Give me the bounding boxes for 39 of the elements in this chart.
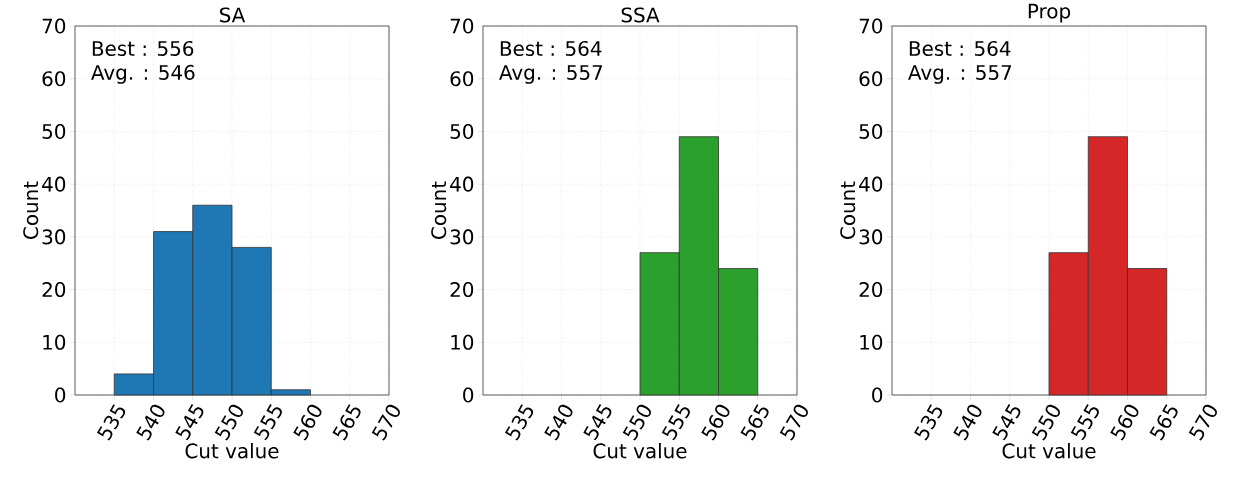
y-tick-label: 0 bbox=[872, 387, 883, 403]
y-tick-label: 0 bbox=[55, 387, 66, 403]
chart-title: SA bbox=[219, 7, 246, 23]
y-tick-label: 40 bbox=[859, 176, 883, 192]
y-tick-label: 40 bbox=[450, 176, 474, 192]
annotation: Best : 564 bbox=[909, 40, 1011, 57]
x-axis-title: Cut value bbox=[1002, 443, 1096, 459]
y-tick-label: 70 bbox=[42, 18, 66, 34]
x-axis-title: Cut value bbox=[593, 443, 687, 459]
y-tick-label: 20 bbox=[859, 282, 883, 298]
y-tick-label: 30 bbox=[42, 229, 66, 245]
y-tick-label: 0 bbox=[463, 387, 474, 403]
annotation: Avg. : 557 bbox=[908, 65, 1012, 84]
y-tick-label: 10 bbox=[43, 334, 66, 350]
y-tick-label: 10 bbox=[860, 334, 883, 350]
y-tick-label: 20 bbox=[450, 282, 474, 298]
y-tick-label: 20 bbox=[42, 282, 66, 298]
annotation: Best : 556 bbox=[92, 40, 194, 57]
x-axis-title: Cut value bbox=[185, 443, 279, 459]
y-tick-label: 60 bbox=[859, 71, 883, 87]
y-axis-title: Count bbox=[840, 181, 856, 239]
annotation: Avg. : 557 bbox=[499, 65, 603, 84]
y-axis-title: Count bbox=[23, 181, 39, 239]
y-tick-label: 70 bbox=[450, 18, 474, 34]
annotation: Avg. : 546 bbox=[91, 64, 195, 84]
chart-title: Prop bbox=[1028, 3, 1071, 23]
y-tick-label: 60 bbox=[450, 71, 474, 87]
y-tick-label: 70 bbox=[859, 18, 883, 34]
y-tick-label: 30 bbox=[450, 229, 474, 245]
y-axis-title: Count bbox=[431, 181, 447, 239]
y-tick-label: 50 bbox=[859, 123, 883, 139]
y-tick-label: 10 bbox=[451, 334, 474, 350]
y-tick-label: 50 bbox=[42, 123, 66, 139]
y-tick-label: 60 bbox=[42, 71, 66, 87]
y-tick-label: 50 bbox=[450, 123, 474, 139]
annotation: Best : 564 bbox=[500, 40, 602, 57]
y-tick-label: 30 bbox=[859, 229, 883, 245]
y-tick-label: 40 bbox=[42, 176, 66, 192]
chart-title: SSA bbox=[621, 7, 660, 23]
